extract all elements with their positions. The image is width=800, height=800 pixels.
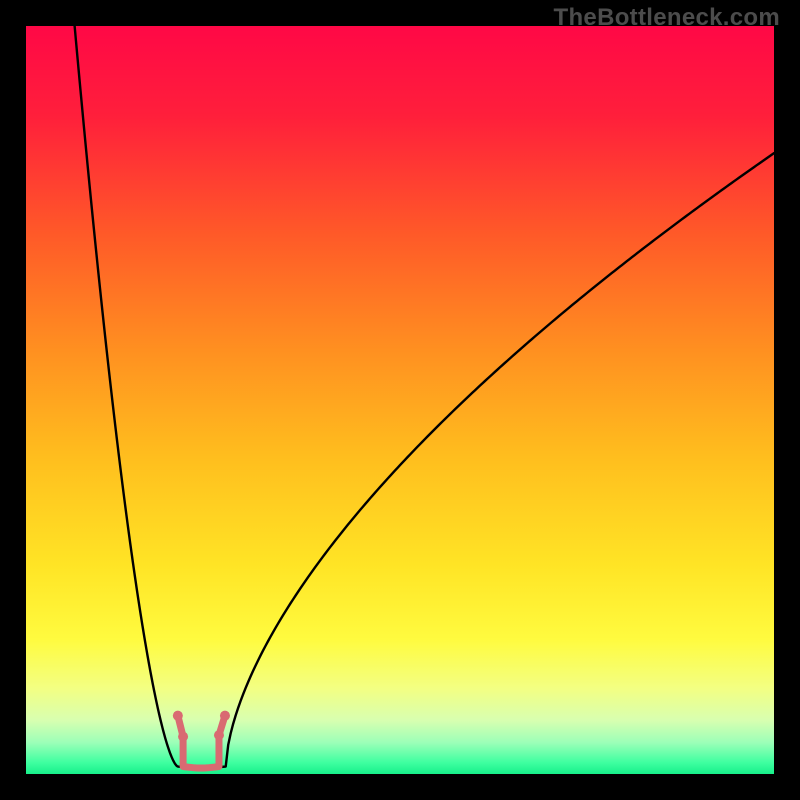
chart-svg [26,26,774,774]
watermark-text: TheBottleneck.com [554,4,780,32]
valley-marker-dot [220,711,230,721]
gradient-background [26,26,774,774]
valley-marker-dot [173,711,183,721]
valley-marker-dot [178,732,188,742]
valley-marker-dot [214,730,224,740]
plot-area [26,26,774,774]
chart-frame [26,26,774,774]
